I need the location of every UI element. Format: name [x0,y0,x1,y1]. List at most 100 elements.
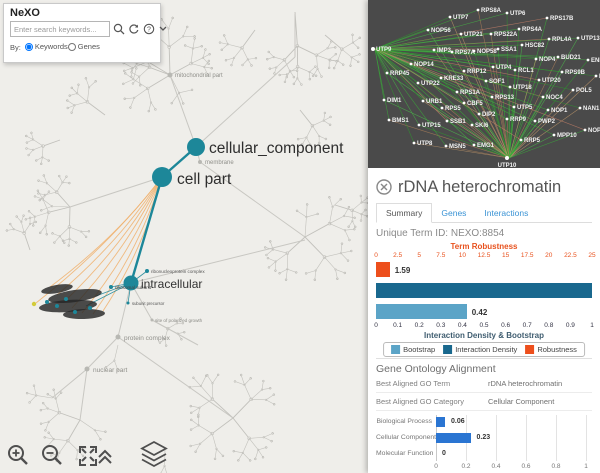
gene-node[interactable]: UTP20 [537,78,562,84]
subnetwork-panel: UTP9 UTP7 RPS8A UTP6 RPS17B NOP56 UTP21 RPS22A R… [368,0,600,168]
gene-node[interactable]: MPP10 [552,133,578,139]
gene-node[interactable]: UTP21 [459,32,484,38]
gene-node[interactable]: URB1 [421,99,443,105]
gene-node[interactable]: UTP4 [491,65,512,71]
gene-node[interactable]: ENP1 [586,58,600,64]
ontology-node[interactable]: site of polarized growth [150,318,203,323]
tab-genes[interactable]: Genes [441,208,467,218]
tab-interactions[interactable]: Interactions [484,208,529,218]
gene-node[interactable]: RPS22A [489,32,518,38]
gene-node[interactable]: RPS4A [517,27,543,33]
gene-node[interactable]: IMP3 [432,48,452,54]
ontology-node[interactable]: ribonucleoprotein complex [145,269,205,274]
gene-node[interactable]: RPL4A [547,37,573,43]
search-by-option-keywords[interactable]: Keywords [24,42,68,51]
gene-node[interactable]: RCL1 [513,68,535,74]
svg-text:BMS1: BMS1 [392,118,409,124]
radio-keywords[interactable] [24,42,33,51]
collapse-up-icon[interactable] [96,448,114,473]
gene-node[interactable]: RRP45 [385,71,410,77]
gene-node[interactable]: MSN5 [444,144,467,150]
gene-node[interactable]: BUD21 [556,55,582,61]
go-term-row: Best Aligned GO Term rDNA heterochromati… [376,375,592,393]
search-by-option-genes[interactable]: Genes [67,42,100,51]
search-icon[interactable] [113,23,125,35]
gene-node[interactable]: NOP1 [546,108,568,114]
gene-node[interactable]: UTP5 [512,105,533,111]
gene-node[interactable]: RRP12 [462,69,487,75]
svg-text:UTP21: UTP21 [464,32,483,38]
gene-node[interactable]: DIM1 [382,98,402,104]
gene-node[interactable]: UTP10 [498,156,517,168]
collapse-icon[interactable] [158,24,168,34]
go-category-label: Best Aligned GO Category [376,397,464,406]
gene-node[interactable]: NOP56 [426,28,452,34]
gene-node[interactable]: NAN1 [578,106,600,112]
gene-node[interactable]: UTP9 [371,47,392,53]
gene-node[interactable]: UTP18 [508,85,533,91]
gene-node[interactable]: HSC82 [520,43,545,49]
zoom-out-icon[interactable] [40,443,64,473]
gene-node[interactable]: NOP14 [409,62,435,68]
gene-node[interactable]: SSA1 [496,47,518,53]
gene-node[interactable]: UTP6 [505,11,526,17]
help-icon[interactable]: ? [143,23,155,35]
ontology-node[interactable]: cellular_component [187,138,344,157]
gene-node[interactable]: DIP2 [477,112,496,118]
gene-node[interactable]: UTP7 [448,15,469,21]
gene-node[interactable]: SOF1 [484,79,506,85]
tab-summary[interactable]: Summary [376,203,433,223]
svg-text:UTP6: UTP6 [510,11,526,17]
layers-icon[interactable] [138,439,170,473]
gene-node[interactable]: EMG1 [472,143,495,149]
gene-node[interactable]: NOP6 [583,128,600,134]
fit-view-icon[interactable] [76,443,100,473]
gene-node[interactable]: RPS7A [450,50,476,56]
gene-node[interactable]: CBF5 [462,101,484,107]
gene-node[interactable]: RPS8A [476,8,502,14]
gene-node[interactable]: RPS1A [455,90,481,96]
svg-text:RRP12: RRP12 [467,69,487,75]
gene-node[interactable]: UTP15 [417,123,442,129]
gene-node[interactable]: RRP5 [519,138,541,144]
svg-text:IMP3: IMP3 [437,48,452,54]
gene-node[interactable]: POL5 [571,88,593,94]
gene-node[interactable]: RPS13 [490,95,515,101]
gene-node[interactable]: RPS9B [560,70,586,76]
dense-cluster[interactable] [31,282,105,320]
gene-node[interactable]: RRP9 [505,117,527,123]
bottom-axis-tick: 0.1 [393,322,403,329]
svg-text:NOP4: NOP4 [539,57,556,63]
gene-node[interactable]: NOC4 [541,95,564,101]
search-input[interactable] [10,21,110,37]
subnetwork-graph[interactable]: UTP9 UTP7 RPS8A UTP6 RPS17B NOP56 UTP21 RPS22A R… [368,0,600,168]
gene-node[interactable]: SKI6 [470,123,489,129]
ontology-node[interactable]: cell part [152,167,232,188]
gene-node[interactable]: SSB1 [445,119,467,125]
gene-node[interactable]: RPS17B [545,16,574,22]
ontology-node[interactable]: membrane [198,160,234,166]
zoom-in-icon[interactable] [6,443,30,473]
gene-node[interactable]: NOP58 [472,49,498,55]
gene-node[interactable]: NOP4 [534,57,556,63]
ontology-node[interactable]: ribosomal subunit [109,285,152,290]
reset-icon[interactable] [128,23,140,35]
close-icon[interactable] [376,179,392,195]
svg-text:UTP8: UTP8 [417,141,433,147]
gene-node[interactable]: UTP8 [412,141,433,147]
svg-text:HSC82: HSC82 [525,43,545,49]
ontology-node[interactable]: protein complex [115,334,171,343]
ontology-node[interactable]: subunit precursor [126,301,165,306]
gene-node[interactable]: RPS5 [440,106,462,112]
ontology-node[interactable]: mitochondrial part [167,72,224,80]
gene-node[interactable]: BMS1 [387,118,410,124]
gene-node[interactable]: PWP2 [533,119,556,125]
svg-text:UTP4: UTP4 [496,65,512,71]
gene-node[interactable]: UTP13 [576,36,600,42]
radio-genes[interactable] [67,42,76,51]
ontology-node[interactable]: nuclear part [84,366,128,375]
ontology-node[interactable]: intracellular [123,275,203,292]
gene-node[interactable]: KRE33 [439,76,464,82]
gene-node[interactable]: UTP22 [416,81,441,87]
